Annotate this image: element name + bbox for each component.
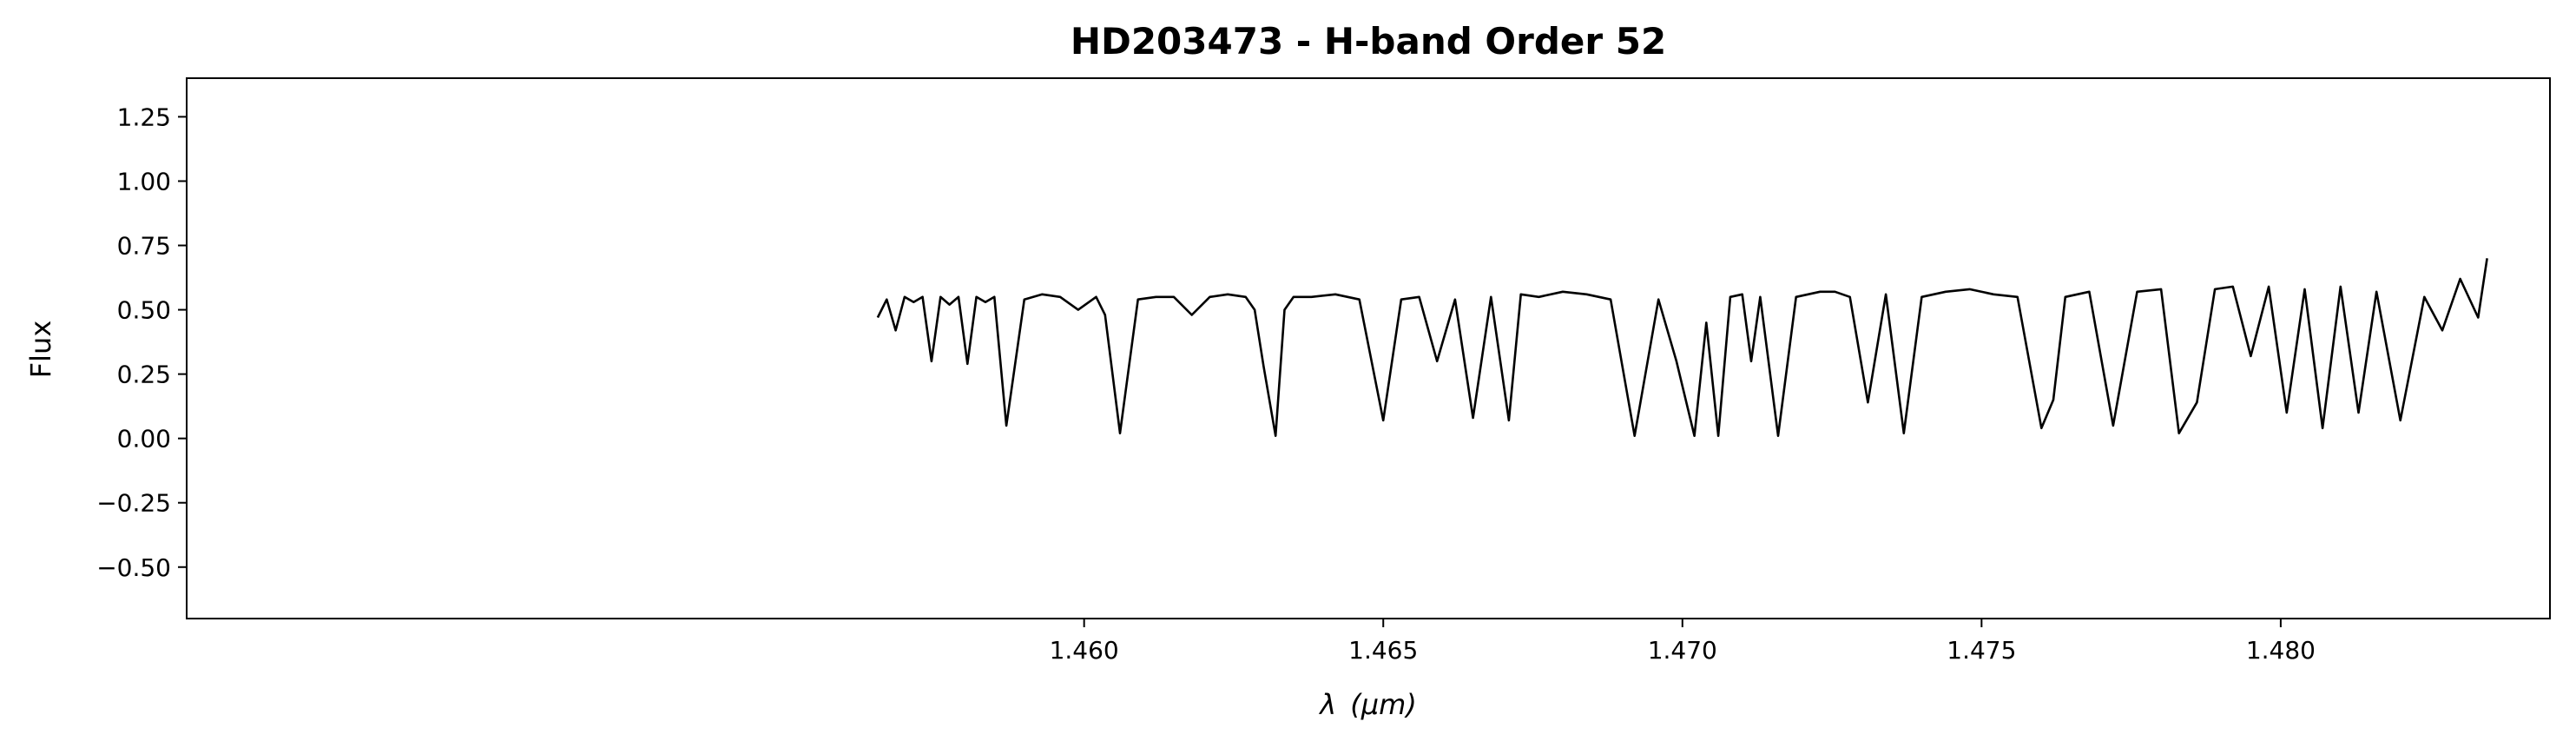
x-tick-label: 1.470 bbox=[1648, 636, 1717, 665]
y-tick-label: 0.75 bbox=[117, 232, 171, 261]
y-tick-label: −0.25 bbox=[96, 489, 171, 518]
x-tick-label: 1.460 bbox=[1050, 636, 1119, 665]
chart-title: HD203473 - H-band Order 52 bbox=[1071, 20, 1666, 63]
x-tick-label: 1.465 bbox=[1348, 636, 1418, 665]
y-tick-label: 0.50 bbox=[117, 296, 171, 325]
x-axis-label-unit: (μm) bbox=[1350, 688, 1417, 721]
x-tick-label: 1.480 bbox=[2246, 636, 2316, 665]
x-axis-label: λ (μm) bbox=[1318, 688, 1417, 721]
x-axis-label-symbol: λ bbox=[1318, 688, 1336, 721]
y-axis: −0.50 −0.25 0.00 0.25 0.50 0.75 1.00 1.25 bbox=[96, 103, 187, 582]
y-tick-label: 1.00 bbox=[117, 167, 171, 195]
y-tick-label: 0.25 bbox=[117, 361, 171, 389]
series-layer bbox=[876, 258, 2488, 438]
series-line-0 bbox=[876, 258, 2488, 438]
y-tick-label: 0.00 bbox=[117, 425, 171, 453]
y-tick-label: 1.25 bbox=[117, 103, 171, 131]
y-axis-label: Flux bbox=[24, 321, 57, 379]
plot-area bbox=[186, 77, 2551, 619]
x-tick-label: 1.475 bbox=[1947, 636, 2016, 665]
y-tick-label: −0.50 bbox=[96, 553, 171, 582]
x-axis: 1.460 1.465 1.470 1.475 1.480 bbox=[1050, 619, 2316, 665]
